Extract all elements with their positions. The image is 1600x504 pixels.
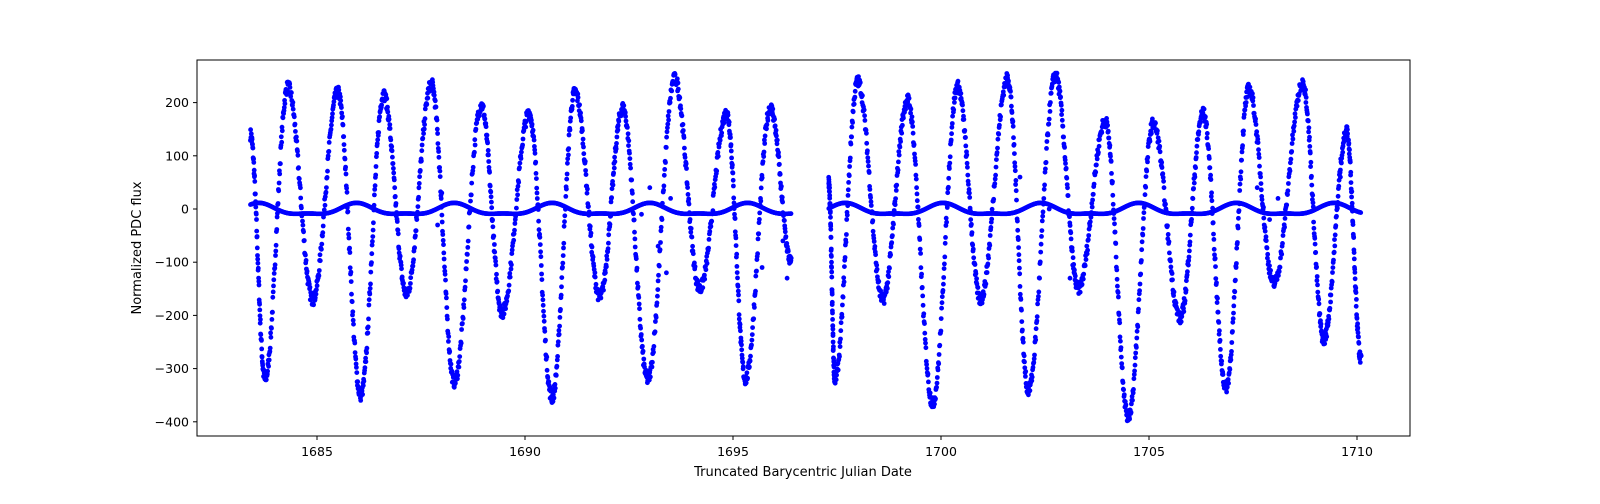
x-tick-label: 1690: [509, 444, 541, 459]
y-tick-label: −200: [155, 308, 189, 323]
x-tick-label: 1705: [1133, 444, 1165, 459]
x-axis-label: Truncated Barycentric Julian Date: [693, 465, 912, 480]
x-tick-label: 1685: [301, 444, 333, 459]
x-tick-label: 1710: [1341, 444, 1373, 459]
y-tick-label: 100: [165, 148, 189, 163]
y-tick-label: 200: [165, 95, 189, 110]
y-tick-label: −100: [155, 255, 189, 270]
y-tick-label: 0: [181, 202, 189, 217]
y-tick-label: −400: [155, 414, 189, 429]
y-tick-label: −300: [155, 361, 189, 376]
x-tick-label: 1700: [925, 444, 957, 459]
y-axis-label: Normalized PDC flux: [130, 181, 145, 314]
x-tick-label: 1695: [717, 444, 749, 459]
